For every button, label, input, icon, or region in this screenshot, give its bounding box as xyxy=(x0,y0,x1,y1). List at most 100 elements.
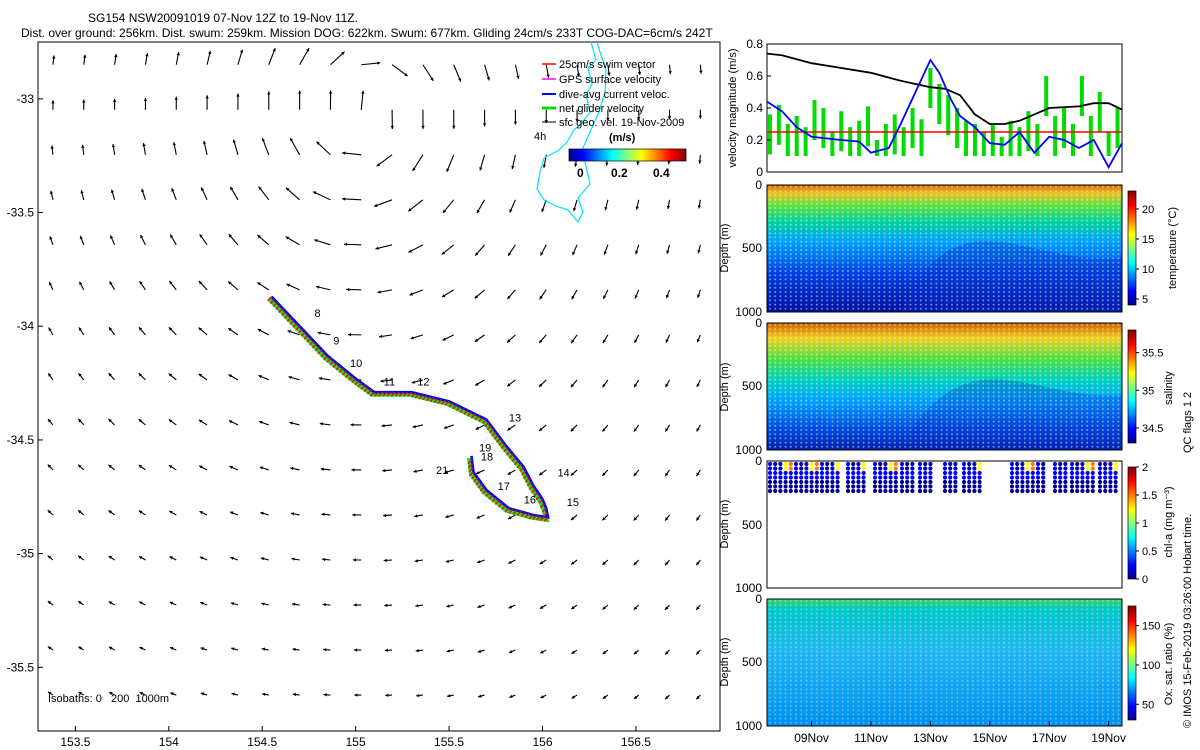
profile-dot xyxy=(831,391,834,394)
profile-dot xyxy=(935,274,938,277)
profile-dot xyxy=(862,445,865,448)
profile-dot xyxy=(1008,253,1011,256)
profile-dot xyxy=(873,441,875,444)
profile-dot xyxy=(971,429,974,431)
profile-dot xyxy=(1112,186,1115,188)
profile-dot xyxy=(909,190,912,193)
profile-dot xyxy=(925,353,927,356)
geo-vector-head xyxy=(539,339,543,344)
profile-dot xyxy=(847,295,849,298)
profile-dot xyxy=(810,340,813,343)
profile-dot xyxy=(935,424,938,427)
profile-dot xyxy=(1034,382,1037,385)
profile-dot xyxy=(1023,198,1026,201)
profile-dot xyxy=(1075,366,1078,368)
profile-dot xyxy=(1075,207,1078,209)
profile-dot xyxy=(847,420,849,423)
profile-dot xyxy=(1081,445,1083,448)
profile-dot xyxy=(1023,232,1026,235)
profile-dot xyxy=(982,274,985,277)
profile-dot xyxy=(997,261,1000,264)
profile-dot xyxy=(800,437,803,440)
profile-dot xyxy=(1018,357,1021,360)
profile-dot xyxy=(956,219,959,222)
profile-dot xyxy=(1013,328,1016,331)
profile-dot xyxy=(1039,387,1042,389)
profile-dot xyxy=(1096,395,1099,398)
profile-dot xyxy=(857,340,860,343)
profile-dot xyxy=(784,194,787,197)
net-glider-bar xyxy=(1053,116,1058,156)
profile-dot xyxy=(1023,345,1026,347)
swim-vector xyxy=(524,477,530,483)
profile-dot xyxy=(1044,399,1047,402)
profile-dot xyxy=(893,215,896,218)
profile-dot xyxy=(925,357,927,360)
profile-dot xyxy=(899,353,901,356)
profile-dot xyxy=(1018,278,1021,281)
profile-dot xyxy=(914,416,917,419)
profile-dot xyxy=(774,232,777,235)
profile-dot xyxy=(1060,240,1063,243)
profile-dot xyxy=(893,257,896,260)
profile-dot xyxy=(836,324,839,326)
profile-dot xyxy=(1096,215,1099,218)
profile-dot xyxy=(878,215,881,218)
profile-dot xyxy=(893,420,896,423)
profile-dot xyxy=(1112,429,1115,431)
profile-dot xyxy=(992,278,995,281)
profile-dot xyxy=(888,278,891,281)
profile-dot xyxy=(769,378,771,381)
profile-dot xyxy=(977,345,979,347)
profile-dot xyxy=(1003,194,1005,197)
profile-dot xyxy=(1117,282,1120,285)
geo-vector-head xyxy=(696,427,700,432)
swim-vector xyxy=(470,413,476,419)
profile-dot xyxy=(810,366,813,368)
profile-dot xyxy=(810,374,813,377)
profile-dot xyxy=(987,207,990,209)
profile-dot xyxy=(966,253,969,256)
profile-dot xyxy=(1044,261,1047,264)
profile-dot xyxy=(940,194,943,197)
profile-dot xyxy=(815,274,818,277)
swim-vector xyxy=(486,425,492,431)
profile-dot xyxy=(982,190,985,193)
profile-dot xyxy=(1086,240,1089,243)
profile-dot xyxy=(805,228,808,230)
profile-dot xyxy=(810,265,813,268)
profile-dot xyxy=(940,236,943,239)
profile-dot xyxy=(873,374,875,377)
profile-dot xyxy=(1008,303,1011,306)
profile-dot xyxy=(987,378,990,381)
profile-dot xyxy=(1003,223,1005,226)
net-glider-bar xyxy=(857,120,862,156)
profile-dot xyxy=(904,412,907,415)
geo-vector-head xyxy=(328,90,333,94)
geo-vector-head xyxy=(289,421,293,425)
profile-dot xyxy=(883,207,886,209)
profile-dot xyxy=(893,328,896,331)
profile-dot xyxy=(904,332,907,335)
profile-dot xyxy=(966,295,969,298)
profile-dot xyxy=(831,416,834,419)
profile-dot xyxy=(883,441,886,444)
profile-dot xyxy=(961,307,964,310)
profile-dot xyxy=(774,265,777,268)
profile-dot xyxy=(1107,286,1109,289)
geo-vector-head xyxy=(507,339,511,343)
profile-dot xyxy=(940,336,943,339)
profile-dot xyxy=(810,282,813,285)
profile-dot xyxy=(847,194,849,197)
profile-dot xyxy=(925,429,927,431)
profile-dot xyxy=(1008,391,1011,394)
profile-dot xyxy=(1029,416,1031,419)
profile-dot xyxy=(800,345,803,347)
profile-dot xyxy=(1070,370,1073,373)
profile-dot xyxy=(821,378,823,381)
net-glider-bar xyxy=(999,136,1004,156)
profile-dot xyxy=(909,228,912,230)
profile-dot xyxy=(826,429,829,431)
profile-dot xyxy=(997,299,1000,302)
